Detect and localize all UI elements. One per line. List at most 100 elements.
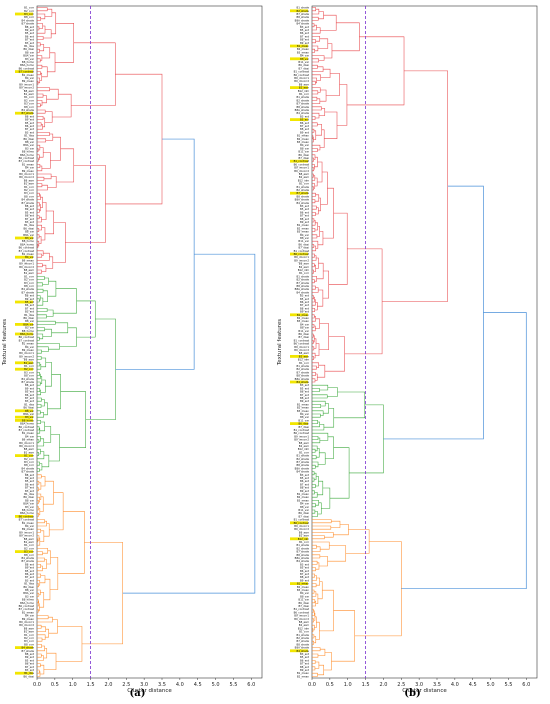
leaf-label: B8A_homo — [20, 153, 34, 157]
dendrogram-link — [45, 362, 52, 387]
leaf-label: B3_corr — [24, 12, 35, 16]
leaf-label: B5_ent — [300, 386, 309, 390]
leaf-label: B1_mean — [297, 402, 309, 406]
leaf-label: B9_ent — [25, 655, 34, 659]
leaf-label: B5_ent — [300, 476, 309, 480]
dendrogram-link — [312, 253, 315, 258]
dendrogram-link — [37, 645, 45, 652]
leaf-label: B8_corr — [24, 642, 35, 646]
dendrogram-link — [37, 557, 45, 562]
leaf-label: B3_mean — [297, 498, 309, 502]
dendrogram-link — [40, 196, 43, 208]
dendrogram-link — [312, 96, 318, 101]
leaf-label: B2_asm — [299, 444, 310, 448]
dendrogram-link — [312, 413, 321, 418]
leaf-label: B6_ent — [25, 214, 34, 218]
x-tick-label: 0.0 — [308, 682, 316, 688]
leaf-label: B1_asm — [24, 361, 35, 365]
dendrogram-link — [41, 47, 51, 59]
dendrogram-link — [312, 23, 315, 28]
dendrogram-link — [37, 493, 42, 500]
y-axis-label: Textural features — [2, 319, 8, 366]
dendrogram-link — [37, 551, 43, 556]
dendrogram-link — [312, 567, 316, 572]
dendrogram-link — [59, 327, 77, 347]
dendrogram-link — [37, 404, 42, 408]
dendrogram-link — [349, 404, 384, 474]
leaf-label: B1_mean — [297, 671, 309, 675]
dendrogram-link — [37, 320, 56, 325]
leaf-label: B1_shade — [296, 543, 309, 547]
dendrogram-link — [317, 502, 322, 515]
dendrogram-link — [319, 323, 329, 350]
dendrogram-link — [314, 472, 317, 480]
leaf-label: B8A_shade — [295, 466, 310, 470]
leaf-label: B8_corr — [24, 194, 35, 198]
leaf-label: B7_ent — [25, 306, 34, 310]
leaf-label: B8_shade — [296, 194, 309, 198]
dendrogram-link — [312, 410, 324, 416]
leaf-label: B7_shade — [296, 370, 309, 374]
dendrogram-link — [312, 24, 317, 31]
leaf-label: B1_shade — [296, 454, 309, 458]
leaf-label: B6_contrast — [294, 252, 309, 256]
leaf-label: B8_var — [300, 594, 310, 598]
leaf-label: B9_ent — [300, 130, 309, 134]
leaf-label: B3_mean — [297, 319, 309, 323]
leaf-label: B8_ent — [25, 383, 34, 387]
leaf-label: B7_ent — [300, 34, 309, 38]
dendrogram-link — [312, 455, 317, 460]
leaf-label: B3_corr — [24, 639, 35, 643]
leaf-label: B1_contrast — [294, 607, 309, 611]
leaf-label: B3_ent — [300, 383, 309, 387]
dendrogram-link — [312, 591, 317, 597]
leaf-label: B9_imcorr2 — [19, 86, 34, 90]
dendrogram-link — [37, 537, 41, 546]
leaf-label: B2_shade — [296, 188, 309, 192]
dendrogram-link — [312, 471, 315, 476]
leaf-label: B2_corr — [24, 98, 35, 102]
leaf-label: B5_ent — [25, 121, 34, 125]
x-tick-label: 1.0 — [344, 682, 352, 688]
dendrogram-link — [71, 42, 116, 106]
leaf-label: B7_dissi — [298, 514, 309, 518]
leaf-label: B1_corr — [299, 630, 310, 634]
dendrogram-link — [312, 388, 320, 392]
leaf-label: B7_contrast — [19, 249, 34, 253]
dendrogram-link — [37, 48, 40, 53]
dendrogram-link — [37, 144, 41, 151]
dendrogram-link — [37, 184, 48, 191]
dendrogram-link — [312, 503, 316, 508]
leaf-label: B4_shade — [296, 470, 309, 474]
dendrogram-link — [312, 365, 317, 370]
leaf-label: B6_ent — [300, 658, 309, 662]
dendrogram-link — [37, 100, 43, 106]
dendrogram-link — [37, 64, 43, 69]
highlighted-leaf-marker — [15, 415, 33, 419]
dendrogram-link — [312, 205, 317, 210]
leaf-label: B8_asm — [299, 530, 310, 534]
dendrogram-link — [312, 308, 316, 312]
dendrogram-link — [37, 93, 44, 98]
dendrogram-link — [312, 167, 315, 172]
dendrogram-link — [37, 389, 41, 396]
dendrogram-link — [320, 68, 331, 78]
dendrogram-link — [312, 660, 316, 664]
dendrogram-link — [47, 52, 56, 73]
dendrogram-link — [312, 546, 321, 552]
dendrogram-link — [312, 263, 315, 268]
dendrogram-link — [59, 391, 86, 448]
dendrogram-link — [312, 144, 321, 151]
leaf-label: B8_var — [25, 588, 35, 592]
leaf-label: B8_var — [300, 57, 310, 61]
x-tick-label: 6.0 — [522, 682, 530, 688]
leaf-label: B6_ent — [25, 393, 34, 397]
dendrogram-link — [312, 378, 316, 383]
leaf-label: B12_idm — [298, 178, 310, 182]
dendrogram-link — [39, 496, 44, 512]
dendrogram-link — [326, 73, 340, 96]
dendrogram-link — [313, 335, 315, 343]
dendrogram-link — [312, 599, 316, 604]
leaf-label: B2_asm — [299, 534, 310, 538]
dendrogram-link — [312, 544, 317, 549]
